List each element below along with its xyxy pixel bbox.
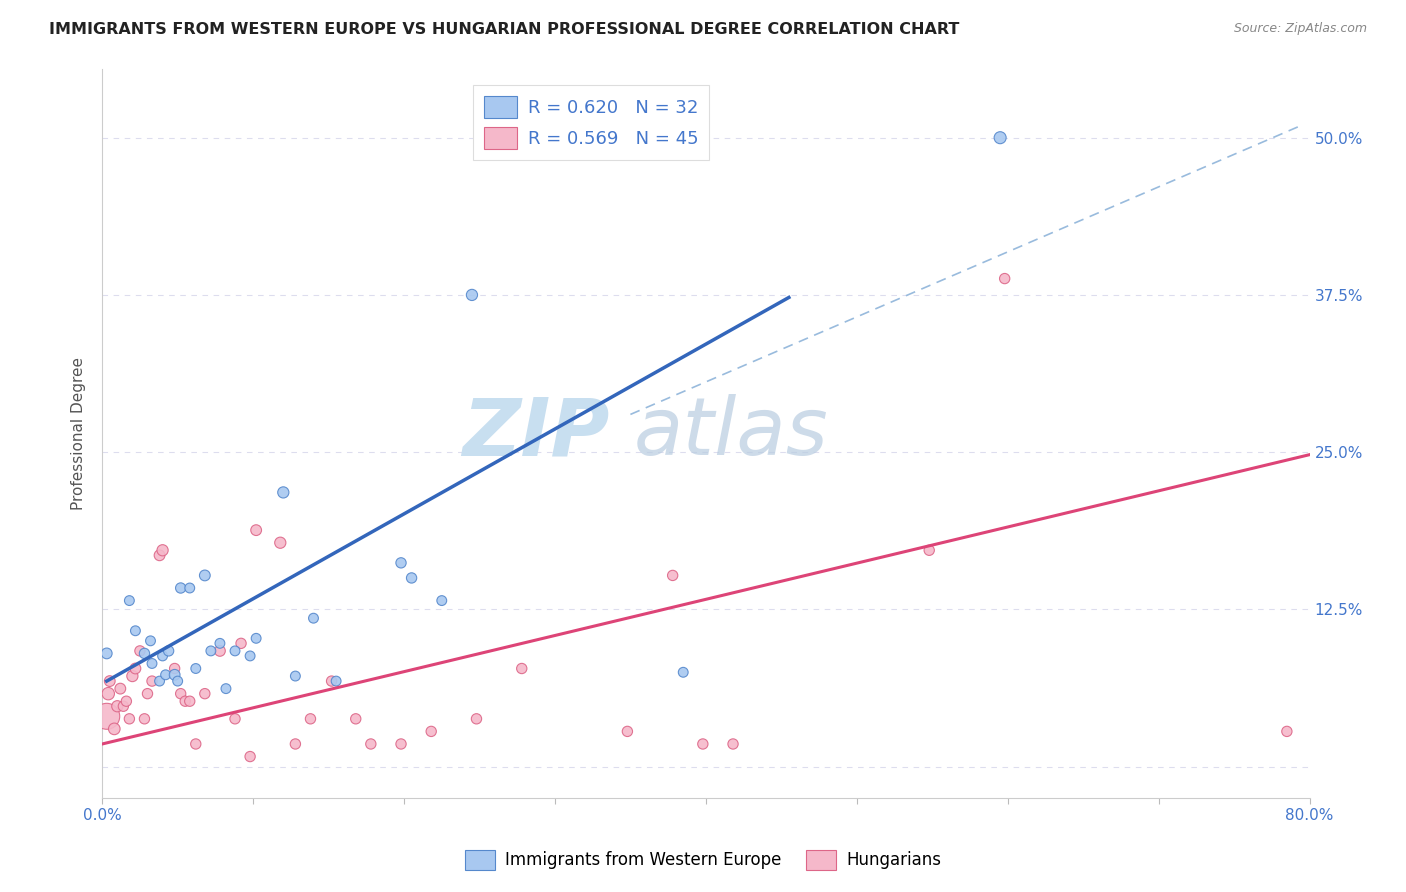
Point: [134, 647, 156, 661]
Point: [139, 633, 162, 648]
Text: ZIP: ZIP: [463, 394, 609, 472]
Point: [163, 667, 186, 681]
Point: [208, 644, 231, 658]
Point: [148, 674, 170, 689]
Point: [1275, 724, 1298, 739]
Point: [118, 593, 141, 607]
Point: [672, 665, 695, 680]
Point: [616, 724, 638, 739]
Point: [239, 648, 262, 663]
Point: [721, 737, 744, 751]
Point: [430, 593, 453, 607]
Point: [224, 644, 246, 658]
Point: [179, 694, 201, 708]
Point: [461, 288, 484, 302]
Point: [229, 636, 252, 650]
Point: [163, 661, 186, 675]
Point: [148, 549, 170, 563]
Point: [988, 130, 1011, 145]
Point: [994, 271, 1017, 285]
Point: [510, 661, 533, 675]
Point: [269, 535, 291, 549]
Point: [321, 674, 343, 689]
Point: [170, 687, 193, 701]
Point: [166, 674, 188, 689]
Point: [401, 571, 423, 585]
Point: [389, 737, 412, 751]
Point: [96, 709, 118, 723]
Point: [389, 556, 412, 570]
Point: [239, 749, 262, 764]
Point: [118, 712, 141, 726]
Point: [465, 712, 488, 726]
Legend: Immigrants from Western Europe, Hungarians: Immigrants from Western Europe, Hungaria…: [458, 843, 948, 877]
Point: [112, 699, 135, 714]
Point: [152, 543, 174, 558]
Point: [96, 647, 118, 661]
Point: [200, 644, 222, 658]
Text: IMMIGRANTS FROM WESTERN EUROPE VS HUNGARIAN PROFESSIONAL DEGREE CORRELATION CHAR: IMMIGRANTS FROM WESTERN EUROPE VS HUNGAR…: [49, 22, 959, 37]
Point: [184, 737, 207, 751]
Point: [208, 636, 231, 650]
Point: [344, 712, 367, 726]
Point: [299, 712, 322, 726]
Point: [194, 687, 217, 701]
Point: [360, 737, 382, 751]
Point: [124, 661, 146, 675]
Point: [103, 722, 125, 736]
Point: [170, 581, 193, 595]
Point: [129, 644, 152, 658]
Point: [194, 568, 217, 582]
Point: [141, 674, 163, 689]
Point: [179, 581, 201, 595]
Point: [155, 667, 177, 681]
Point: [134, 712, 156, 726]
Point: [184, 661, 207, 675]
Point: [918, 543, 941, 558]
Point: [121, 669, 143, 683]
Point: [284, 669, 307, 683]
Point: [105, 699, 128, 714]
Point: [98, 674, 121, 689]
Point: [692, 737, 714, 751]
Point: [302, 611, 325, 625]
Point: [115, 694, 138, 708]
Point: [325, 674, 347, 689]
Point: [224, 712, 246, 726]
Point: [110, 681, 132, 696]
Text: Source: ZipAtlas.com: Source: ZipAtlas.com: [1233, 22, 1367, 36]
Point: [215, 681, 238, 696]
Point: [136, 687, 159, 701]
Legend: R = 0.620   N = 32, R = 0.569   N = 45: R = 0.620 N = 32, R = 0.569 N = 45: [474, 85, 709, 160]
Point: [97, 687, 120, 701]
Point: [124, 624, 146, 638]
Point: [245, 523, 267, 537]
Point: [141, 657, 163, 671]
Point: [420, 724, 443, 739]
Point: [152, 648, 174, 663]
Point: [245, 632, 267, 646]
Text: atlas: atlas: [634, 394, 828, 472]
Y-axis label: Professional Degree: Professional Degree: [72, 357, 86, 510]
Point: [174, 694, 197, 708]
Point: [661, 568, 683, 582]
Point: [271, 485, 294, 500]
Point: [157, 644, 180, 658]
Point: [284, 737, 307, 751]
